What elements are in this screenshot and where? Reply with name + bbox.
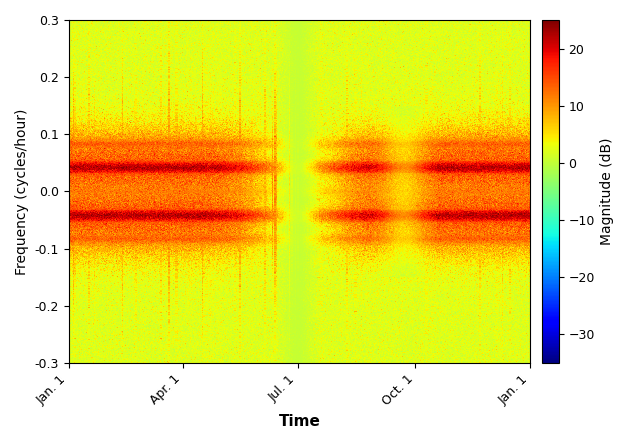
Y-axis label: Frequency (cycles/hour): Frequency (cycles/hour) [15,108,29,275]
X-axis label: Time: Time [278,414,321,429]
Y-axis label: Magnitude (dB): Magnitude (dB) [600,138,614,245]
